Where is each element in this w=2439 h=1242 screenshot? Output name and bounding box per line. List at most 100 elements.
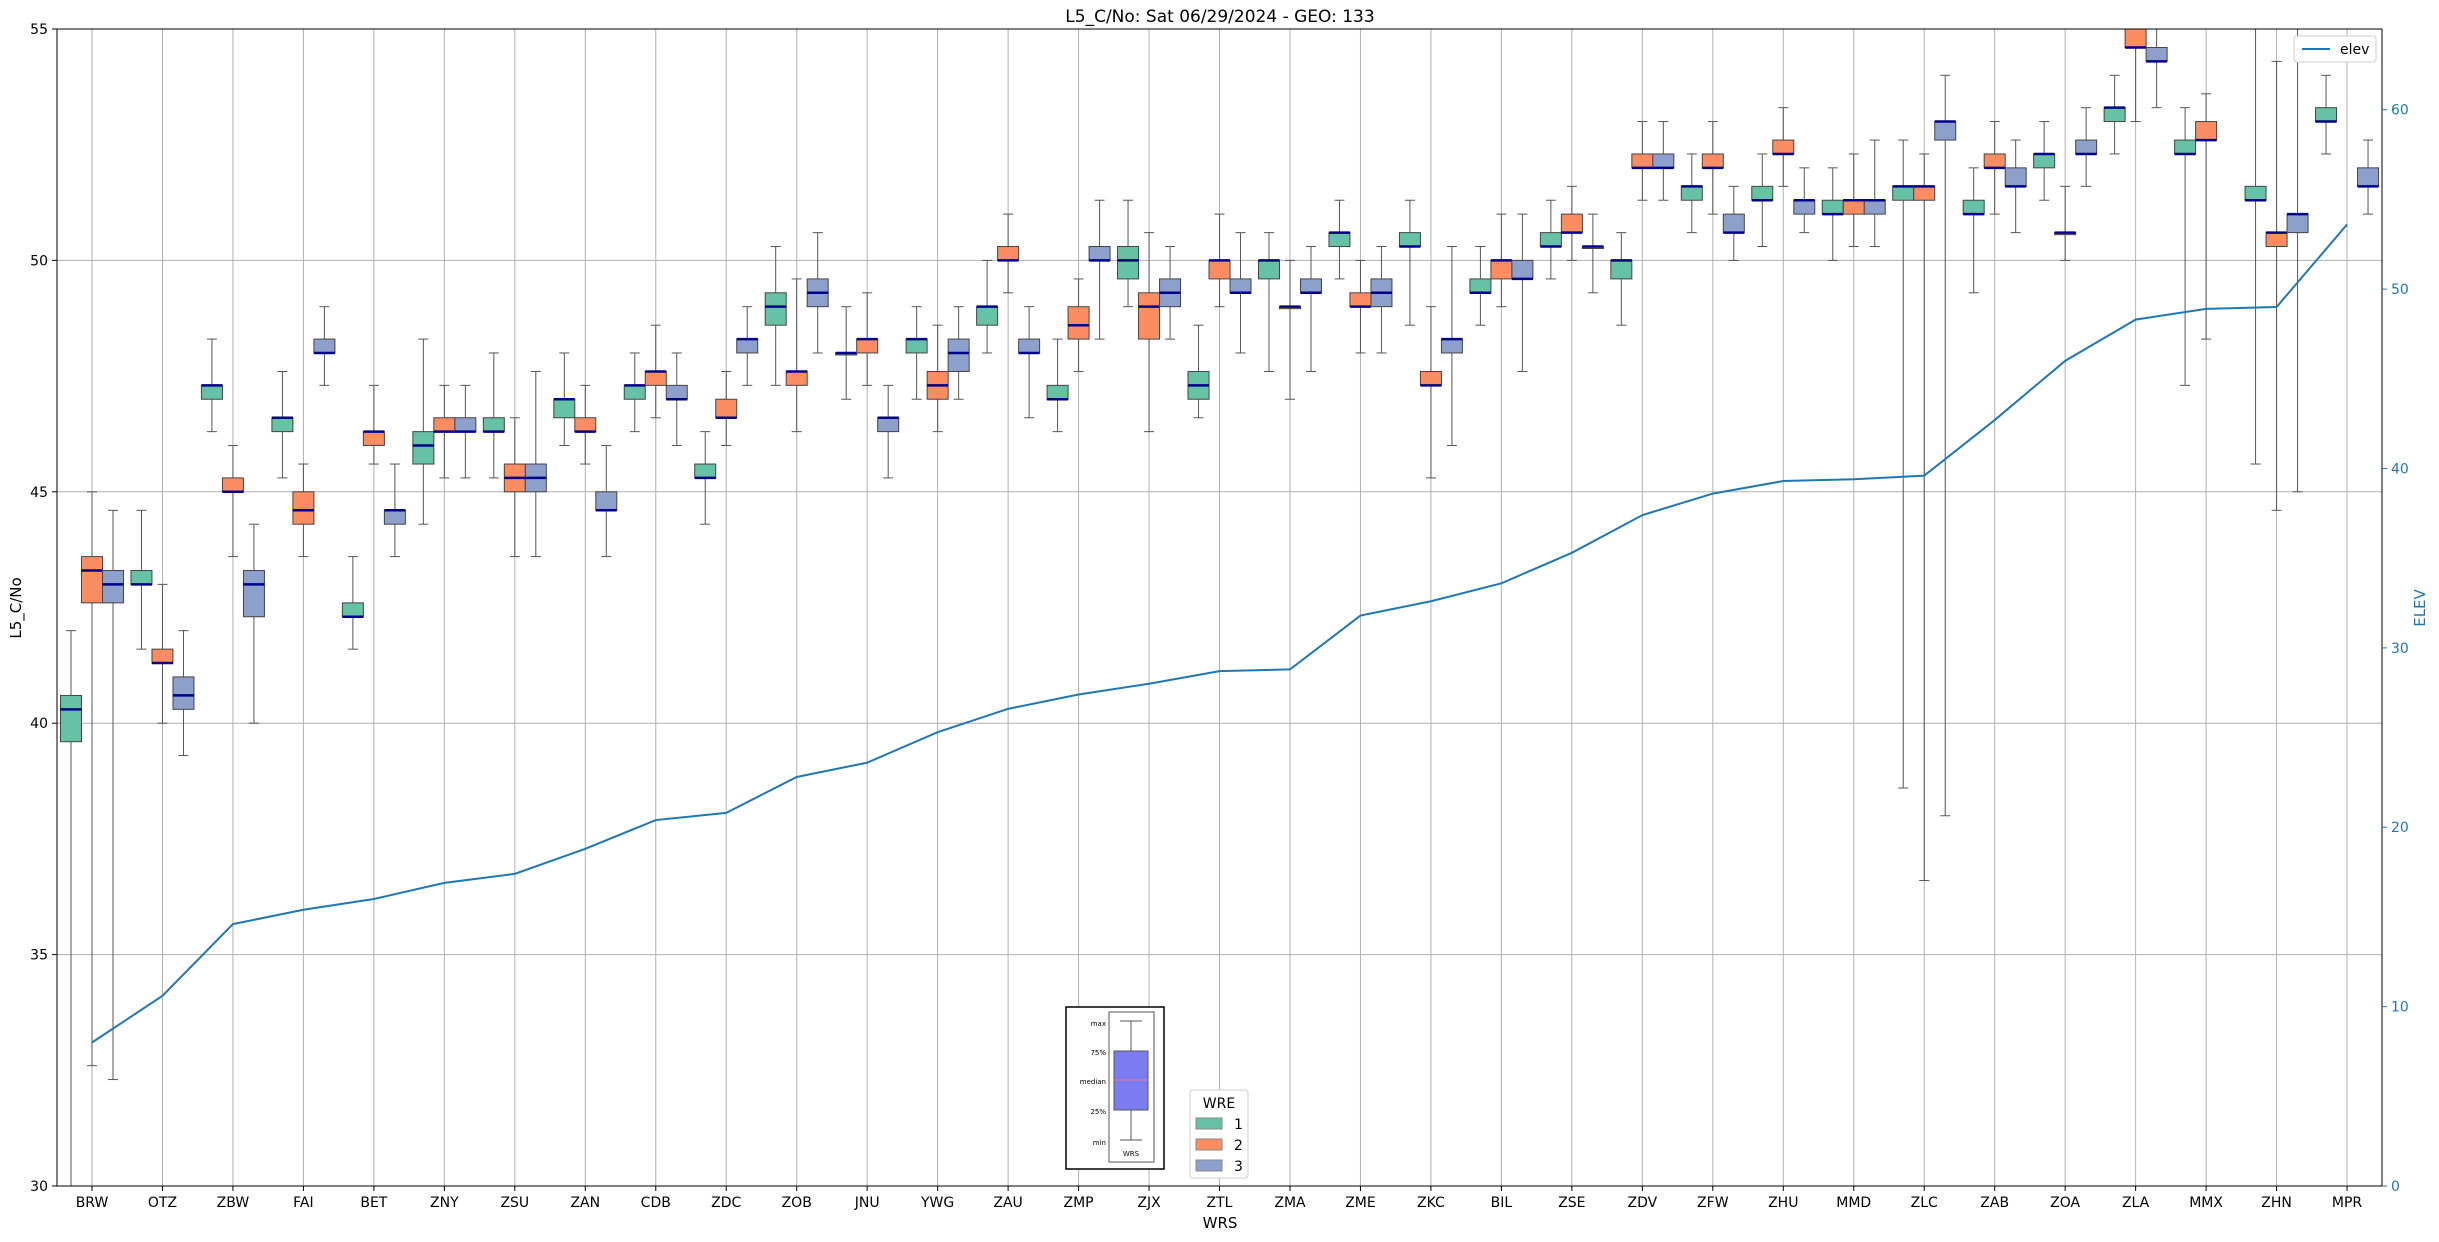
y2-tick-label: 60 [2391, 103, 2409, 119]
x-tick-label: ZOA [2050, 1195, 2080, 1211]
box-wre-2 [856, 338, 879, 354]
box-wre-3 [454, 417, 477, 433]
box-wre-3 [1652, 153, 1675, 169]
elev-line [91, 223, 2348, 1044]
grid-lines [57, 28, 2382, 1187]
box-wre-3 [313, 338, 336, 354]
box-wre-2 [2124, 28, 2147, 49]
inset-key-label: min [1093, 1139, 1106, 1147]
y-tick-label: 45 [30, 485, 48, 501]
inset-key-label: 25% [1090, 1108, 1106, 1116]
box-wre-1 [60, 694, 82, 743]
inset-key-xlabel: WRS [1123, 1150, 1140, 1158]
box-wre-3 [736, 338, 759, 354]
wre-legend-swatch [1195, 1138, 1223, 1151]
wre-legend-swatch [1195, 1159, 1223, 1172]
y-axis-label: L5_C/No [7, 577, 26, 638]
box-wre-2 [2265, 232, 2288, 248]
x-tick-label: BIL [1491, 1195, 1513, 1211]
box-wre-2 [997, 246, 1020, 261]
box-wre-1 [1539, 232, 1562, 248]
box-wre-1 [2033, 153, 2056, 169]
y2-tick-label: 10 [2391, 1000, 2409, 1016]
wre-legend-label: 1 [1234, 1117, 1243, 1133]
y-tick-label: 30 [30, 1179, 48, 1195]
x-tick-label: ZNY [430, 1195, 459, 1211]
box-wre-1 [1751, 185, 1774, 201]
elev-legend-box [2293, 35, 2377, 63]
wre-legend-label: 2 [1234, 1138, 1243, 1154]
box-wre-2 [2195, 121, 2218, 141]
x-tick-label: ZHU [1768, 1195, 1798, 1211]
box-wre-2 [221, 477, 244, 493]
box-wre-3 [1934, 121, 1957, 141]
box-wre-2 [292, 491, 315, 525]
box-wre-2 [1772, 139, 1795, 155]
y2-axis-label: ELEV [2411, 588, 2429, 626]
box-wre-1 [130, 569, 153, 585]
inset-key-label: max [1091, 1020, 1106, 1028]
box-wre-1 [553, 398, 576, 419]
box-wre-1 [2174, 139, 2197, 155]
box-wre-3 [1018, 338, 1041, 354]
wre-legend-title: WRE [1203, 1096, 1235, 1112]
wre-legend-swatch [1195, 1117, 1223, 1130]
x-tick-label: ZLA [2122, 1195, 2150, 1211]
box-wre-1 [1469, 278, 1492, 294]
box-wre-1 [1328, 232, 1351, 248]
x-tick-label: ZFW [1697, 1195, 1729, 1211]
box-wre-3 [1088, 246, 1111, 261]
x-tick-label: YWG [920, 1195, 954, 1211]
box-wre-2 [1349, 292, 1372, 308]
box-wre-3 [1722, 213, 1745, 234]
box-wre-1 [764, 292, 787, 326]
x-tick-label: ZMA [1274, 1195, 1306, 1211]
box-wre-3 [947, 338, 970, 372]
x-tick-label: ZAB [1980, 1195, 2009, 1211]
box-wre-2 [574, 417, 597, 433]
x-tick-label: ZHN [2261, 1195, 2292, 1211]
box-wre-2 [1419, 370, 1442, 386]
x-tick-label: ZAU [993, 1195, 1022, 1211]
x-tick-label: ZME [1345, 1195, 1376, 1211]
y-tick-label: 55 [30, 22, 48, 38]
boxes [60, 28, 2380, 743]
box-wre-2 [1208, 259, 1231, 280]
inset-key-label: 75% [1090, 1049, 1106, 1057]
box-wre-1 [1892, 185, 1915, 201]
box-wre-2 [1560, 213, 1583, 234]
box-wre-3 [1299, 278, 1322, 294]
box-wre-1 [1680, 185, 1703, 201]
box-wre-3 [1511, 259, 1534, 280]
x-tick-label: ZOB [782, 1195, 812, 1211]
box-wre-2 [433, 417, 456, 433]
x-tick-label: ZDC [711, 1195, 741, 1211]
box-wre-3 [877, 417, 900, 433]
box-wre-3 [2286, 213, 2309, 234]
box-wre-3 [2075, 139, 2098, 155]
x-tick-label: JNU [854, 1195, 880, 1211]
box-wre-1 [694, 463, 717, 479]
y2-tick-label: 40 [2391, 461, 2409, 477]
box-wre-1 [1821, 199, 1844, 215]
x-tick-label: BRW [76, 1195, 109, 1211]
y2-tick-label: 30 [2391, 641, 2409, 657]
box-wre-3 [383, 509, 406, 525]
inset-key-inner [1108, 1011, 1155, 1163]
x-tick-label: ZKC [1417, 1195, 1445, 1211]
box-wre-2 [1983, 153, 2006, 169]
box-wre-1 [905, 338, 928, 354]
x-tick-label: ZAN [570, 1195, 600, 1211]
wre-legend-label: 3 [1234, 1159, 1243, 1175]
x-tick-label: MMX [2189, 1195, 2223, 1211]
box-wre-3 [102, 569, 124, 604]
x-tick-label: ZJX [1137, 1195, 1161, 1211]
x-tick-label: ZMP [1064, 1195, 1094, 1211]
box-wre-1 [1257, 259, 1280, 280]
x-tick-label: OTZ [148, 1195, 177, 1211]
box-wre-3 [1440, 338, 1463, 354]
box-wre-1 [341, 602, 364, 618]
box-wre-2 [644, 370, 667, 386]
